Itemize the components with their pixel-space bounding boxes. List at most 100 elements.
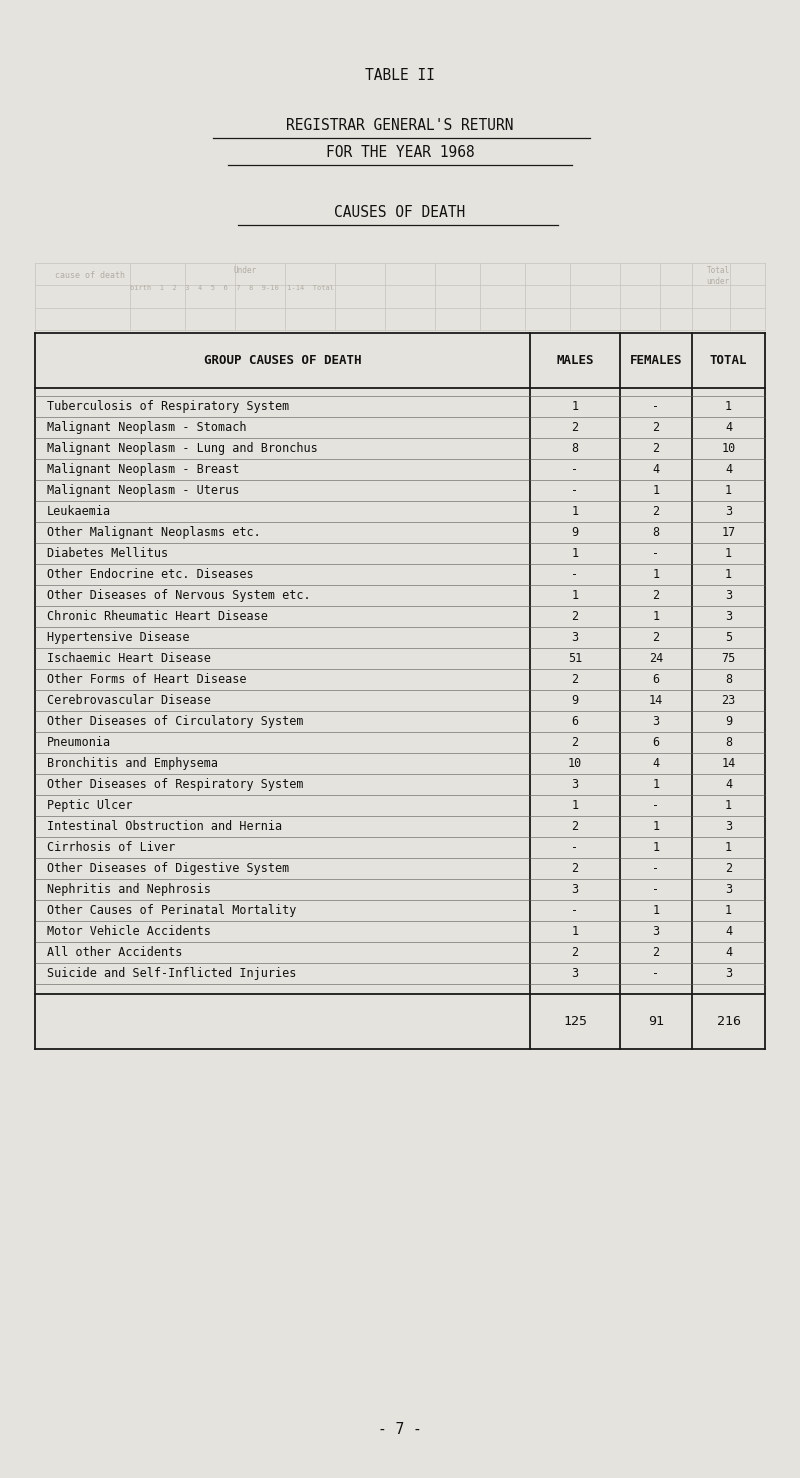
Text: -: - [571, 841, 578, 854]
Text: Motor Vehicle Accidents: Motor Vehicle Accidents [47, 925, 211, 939]
Text: Malignant Neoplasm - Breast: Malignant Neoplasm - Breast [47, 463, 239, 476]
Text: 125: 125 [563, 1015, 587, 1029]
Text: 1: 1 [653, 905, 659, 916]
Text: FOR THE YEAR 1968: FOR THE YEAR 1968 [326, 145, 474, 160]
Text: Suicide and Self-Inflicted Injuries: Suicide and Self-Inflicted Injuries [47, 967, 296, 980]
Text: 51: 51 [568, 652, 582, 665]
Text: 3: 3 [571, 967, 578, 980]
Text: TABLE II: TABLE II [365, 68, 435, 83]
Text: Nephritis and Nephrosis: Nephritis and Nephrosis [47, 882, 211, 896]
Text: 2: 2 [571, 672, 578, 686]
Text: 24: 24 [649, 652, 663, 665]
Text: 4: 4 [725, 946, 732, 959]
Text: 3: 3 [571, 882, 578, 896]
Text: Under: Under [234, 266, 257, 275]
Text: Other Endocrine etc. Diseases: Other Endocrine etc. Diseases [47, 568, 254, 581]
Text: 8: 8 [725, 736, 732, 749]
Text: Malignant Neoplasm - Stomach: Malignant Neoplasm - Stomach [47, 421, 246, 435]
Text: 3: 3 [725, 967, 732, 980]
Text: -: - [653, 401, 659, 412]
Text: 2: 2 [653, 442, 659, 455]
Text: 3: 3 [725, 590, 732, 602]
Text: 3: 3 [571, 631, 578, 644]
Text: Ischaemic Heart Disease: Ischaemic Heart Disease [47, 652, 211, 665]
Text: -: - [653, 547, 659, 560]
Text: 2: 2 [653, 631, 659, 644]
Text: 5: 5 [725, 631, 732, 644]
Text: -: - [571, 568, 578, 581]
Text: 6: 6 [571, 715, 578, 729]
Text: Other Malignant Neoplasms etc.: Other Malignant Neoplasms etc. [47, 526, 261, 539]
Text: 4: 4 [725, 925, 732, 939]
Text: 1: 1 [725, 547, 732, 560]
Text: 1: 1 [571, 925, 578, 939]
Text: Malignant Neoplasm - Lung and Bronchus: Malignant Neoplasm - Lung and Bronchus [47, 442, 318, 455]
Text: 3: 3 [725, 610, 732, 624]
Text: Cerebrovascular Disease: Cerebrovascular Disease [47, 695, 211, 706]
Text: -: - [653, 882, 659, 896]
Text: 2: 2 [725, 862, 732, 875]
Text: 1: 1 [653, 841, 659, 854]
Text: 3: 3 [571, 777, 578, 791]
Text: 91: 91 [648, 1015, 664, 1029]
Text: REGISTRAR GENERAL'S RETURN: REGISTRAR GENERAL'S RETURN [286, 118, 514, 133]
Text: 2: 2 [571, 421, 578, 435]
Text: - 7 -: - 7 - [378, 1422, 422, 1438]
Text: Other Diseases of Nervous System etc.: Other Diseases of Nervous System etc. [47, 590, 310, 602]
Text: 8: 8 [653, 526, 659, 539]
Text: 1: 1 [653, 483, 659, 497]
Text: 4: 4 [653, 757, 659, 770]
Text: CAUSES OF DEATH: CAUSES OF DEATH [334, 205, 466, 220]
Text: -: - [653, 967, 659, 980]
Text: 1: 1 [653, 777, 659, 791]
Text: Other Causes of Perinatal Mortality: Other Causes of Perinatal Mortality [47, 905, 296, 916]
Text: birth  1  2  3  4  5  6  7  8  9-10  1-14  Total: birth 1 2 3 4 5 6 7 8 9-10 1-14 Total [130, 285, 334, 291]
Text: 2: 2 [571, 610, 578, 624]
Text: 4: 4 [725, 463, 732, 476]
Text: 1: 1 [571, 505, 578, 517]
Text: Intestinal Obstruction and Hernia: Intestinal Obstruction and Hernia [47, 820, 282, 834]
Text: 9: 9 [725, 715, 732, 729]
Text: 1: 1 [571, 547, 578, 560]
Text: 23: 23 [722, 695, 736, 706]
Text: Total: Total [706, 266, 730, 275]
Text: 1: 1 [725, 800, 732, 811]
Text: 1: 1 [653, 820, 659, 834]
Text: 2: 2 [571, 820, 578, 834]
Text: 4: 4 [725, 421, 732, 435]
Text: 14: 14 [649, 695, 663, 706]
Text: Tuberculosis of Respiratory System: Tuberculosis of Respiratory System [47, 401, 290, 412]
Text: 1: 1 [725, 905, 732, 916]
Text: 1: 1 [571, 800, 578, 811]
Text: 2: 2 [653, 505, 659, 517]
Text: 1: 1 [571, 401, 578, 412]
Text: 75: 75 [722, 652, 736, 665]
Text: 3: 3 [725, 820, 732, 834]
Text: -: - [653, 800, 659, 811]
Text: Malignant Neoplasm - Uterus: Malignant Neoplasm - Uterus [47, 483, 239, 497]
Text: Diabetes Mellitus: Diabetes Mellitus [47, 547, 168, 560]
Text: Other Diseases of Respiratory System: Other Diseases of Respiratory System [47, 777, 303, 791]
Text: 9: 9 [571, 695, 578, 706]
Text: 2: 2 [571, 862, 578, 875]
Text: 8: 8 [725, 672, 732, 686]
Text: 1: 1 [725, 483, 732, 497]
Text: Peptic Ulcer: Peptic Ulcer [47, 800, 133, 811]
Text: GROUP CAUSES OF DEATH: GROUP CAUSES OF DEATH [204, 355, 362, 367]
Text: Leukaemia: Leukaemia [47, 505, 111, 517]
Text: Other Diseases of Digestive System: Other Diseases of Digestive System [47, 862, 290, 875]
Text: under: under [706, 276, 730, 287]
Text: 2: 2 [571, 946, 578, 959]
Text: Other Forms of Heart Disease: Other Forms of Heart Disease [47, 672, 246, 686]
Text: 2: 2 [653, 421, 659, 435]
Text: 3: 3 [725, 882, 732, 896]
Text: 2: 2 [653, 590, 659, 602]
Text: 216: 216 [717, 1015, 741, 1029]
Text: 14: 14 [722, 757, 736, 770]
Text: -: - [653, 862, 659, 875]
Text: Bronchitis and Emphysema: Bronchitis and Emphysema [47, 757, 218, 770]
Text: TOTAL: TOTAL [710, 355, 747, 367]
Text: -: - [571, 905, 578, 916]
Text: 1: 1 [571, 590, 578, 602]
Text: MALES: MALES [556, 355, 594, 367]
